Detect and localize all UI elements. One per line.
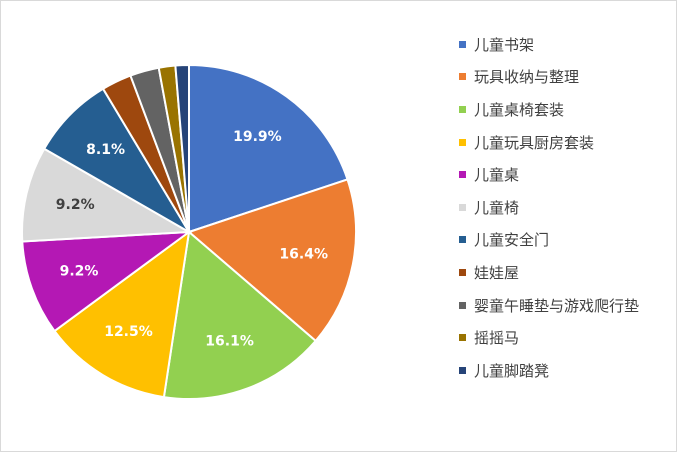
legend-label: 儿童书架 <box>474 35 535 54</box>
pie-slice <box>21 147 193 243</box>
legend-label: 儿童桌椅套装 <box>474 100 565 119</box>
legend-swatch <box>459 203 466 211</box>
legend-label: 摇摇马 <box>474 329 520 348</box>
legend-item: 婴童午睡垫与游戏爬行垫 <box>459 289 639 322</box>
legend-label: 儿童安全门 <box>474 231 550 250</box>
legend-swatch <box>459 138 466 146</box>
legend-swatch <box>459 366 466 374</box>
legend-item: 娃娃屋 <box>459 256 639 289</box>
legend-swatch <box>459 301 466 309</box>
pie-slice <box>174 63 190 233</box>
data-label: 16.4% <box>279 247 328 263</box>
data-label: 8.1% <box>86 142 125 158</box>
legend-item: 玩具收纳与整理 <box>459 61 639 94</box>
pie-slice <box>162 230 318 400</box>
legend-label: 儿童桌 <box>474 166 520 185</box>
legend-item: 儿童书架 <box>459 28 639 61</box>
legend-label: 儿童椅 <box>474 198 520 217</box>
legend-item: 儿童桌椅套装 <box>459 93 639 126</box>
legend-swatch <box>459 40 466 48</box>
legend-swatch <box>459 334 466 342</box>
legend-item: 儿童桌 <box>459 158 639 191</box>
legend-swatch <box>459 105 466 113</box>
pie-slice <box>53 229 191 399</box>
legend-item: 儿童脚踏凳 <box>459 354 639 387</box>
pie-slice <box>21 230 193 333</box>
legend-swatch <box>459 171 466 179</box>
data-label: 9.2% <box>56 197 95 213</box>
legend-swatch <box>459 73 466 81</box>
legend-label: 儿童脚踏凳 <box>474 361 550 380</box>
data-label: 9.2% <box>60 264 99 280</box>
legend-label: 娃娃屋 <box>474 263 520 282</box>
legend-item: 摇摇马 <box>459 321 639 354</box>
legend-item: 儿童安全门 <box>459 224 639 257</box>
data-label: 16.1% <box>205 334 254 350</box>
data-label: 12.5% <box>104 324 153 340</box>
legend-swatch <box>459 236 466 244</box>
legend: 儿童书架玩具收纳与整理 儿童桌椅套装儿童玩具厨房套装 儿童桌儿童椅儿童安全门娃娃屋婴… <box>459 28 639 387</box>
legend-label: 儿童玩具厨房套装 <box>474 133 595 152</box>
legend-label: 玩具收纳与整理 <box>474 68 580 87</box>
legend-swatch <box>459 268 466 276</box>
legend-label: 婴童午睡垫与游戏爬行垫 <box>474 296 640 315</box>
legend-item: 儿童玩具厨房套装 <box>459 126 639 159</box>
pie-slice <box>188 63 349 234</box>
data-label: 19.9% <box>233 129 282 145</box>
pie-slice <box>187 178 358 343</box>
legend-item: 儿童椅 <box>459 191 639 224</box>
